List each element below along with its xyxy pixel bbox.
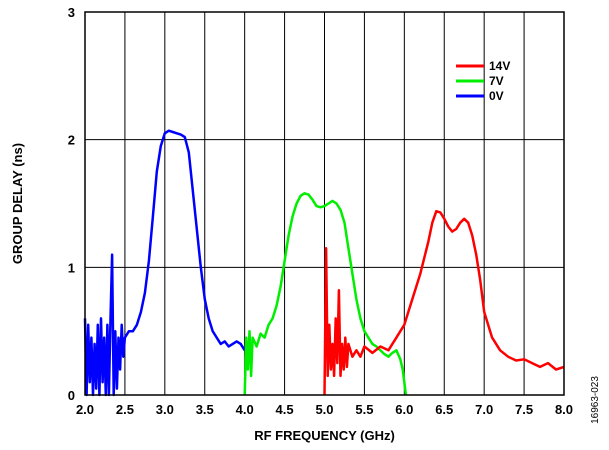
y-tick-labels: 0 1 2 3: [68, 5, 75, 403]
figure-id: 16963-023: [590, 376, 601, 424]
series-line-14v: [323, 209, 565, 396]
x-tick-label: 5.5: [355, 402, 373, 417]
x-tick-label: 2.0: [76, 402, 94, 417]
x-tick-label: 4.0: [236, 402, 254, 417]
series-line-0v: [83, 129, 246, 397]
y-tick-label: 3: [68, 5, 75, 20]
legend-label-7v: 7V: [489, 74, 504, 88]
y-axis-label: GROUP DELAY (ns): [10, 143, 25, 264]
x-axis-label: RF FREQUENCY (GHz): [254, 428, 395, 443]
x-tick-label: 2.5: [116, 402, 134, 417]
legend-label-14v: 14V: [489, 59, 510, 73]
series-line-7v: [243, 192, 408, 396]
x-tick-label: 4.5: [276, 402, 294, 417]
x-tick-label: 7.5: [515, 402, 533, 417]
y-tick-label: 2: [68, 133, 75, 148]
x-tick-label: 5.0: [315, 402, 333, 417]
plot-frame: [84, 11, 565, 396]
x-tick-label: 8.0: [555, 402, 573, 417]
x-tick-label: 6.5: [435, 402, 453, 417]
x-tick-label: 3.0: [156, 402, 174, 417]
x-tick-label: 6.0: [395, 402, 413, 417]
legend-label-0v: 0V: [489, 89, 504, 103]
y-tick-label: 0: [68, 388, 75, 403]
x-tick-label: 7.0: [475, 402, 493, 417]
x-tick-label: 3.5: [196, 402, 214, 417]
x-tick-labels: 2.0 2.5 3.0 3.5 4.0 4.5 5.0 5.5 6.0 6.5 7.0 7.5 8.0: [76, 402, 573, 417]
series-layer: [83, 129, 565, 397]
y-tick-label: 1: [68, 260, 75, 275]
